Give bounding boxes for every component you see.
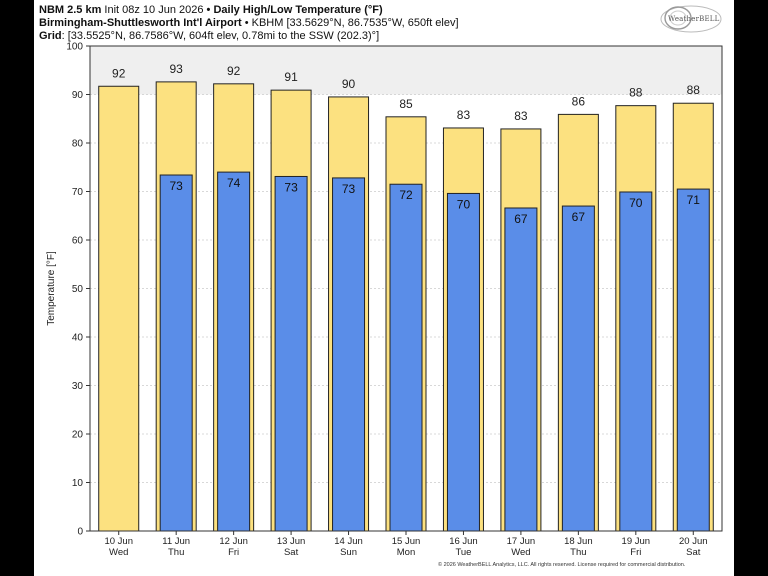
x-tick-day: Sun	[340, 547, 357, 558]
logo-text: WeatherBELL	[668, 15, 720, 23]
model-name: NBM 2.5 km	[39, 4, 102, 16]
y-tick-label: 0	[77, 527, 83, 538]
y-tick-label: 50	[72, 284, 84, 295]
low-temp-label: 67	[514, 212, 528, 226]
grid-info: : [33.5525°N, 86.7586°W, 604ft elev, 0.7…	[61, 30, 380, 42]
chart-title: Daily High/Low Temperature (°F)	[213, 4, 383, 16]
plot-border	[89, 45, 723, 532]
logo-swirl-icon	[660, 5, 722, 33]
y-tick-label: 90	[72, 90, 84, 101]
low-temp-label: 74	[227, 176, 241, 190]
low-temp-label: 67	[572, 210, 586, 224]
x-tick-day: Wed	[511, 547, 530, 558]
header-line-2: Birmingham-Shuttlesworth Int'l Airport •…	[39, 17, 459, 29]
high-temp-label: 92	[227, 64, 241, 78]
high-temp-label: 91	[284, 70, 298, 84]
x-tick-day: Thu	[168, 547, 184, 558]
low-temp-label: 72	[399, 188, 413, 202]
grid-label: Grid	[39, 30, 62, 42]
chart-frame: NBM 2.5 km Init 08z 10 Jun 2026 • Daily …	[34, 0, 734, 576]
x-tick-day: Tue	[455, 547, 471, 558]
weatherbell-logo: WeatherBELL	[658, 4, 724, 34]
high-temp-label: 86	[572, 94, 586, 108]
x-tick-date: 20 Jun	[679, 536, 708, 547]
x-tick-day: Wed	[109, 547, 128, 558]
x-tick-date: 19 Jun	[622, 536, 651, 547]
low-temp-bar	[619, 191, 653, 532]
x-tick-date: 18 Jun	[564, 536, 593, 547]
x-tick-date: 10 Jun	[104, 536, 133, 547]
y-tick-label: 80	[72, 139, 84, 150]
x-tick-date: 15 Jun	[392, 536, 421, 547]
high-temp-label: 90	[342, 77, 356, 91]
low-temp-bar	[217, 171, 251, 532]
init-time: Init 08z 10 Jun 2026	[101, 4, 204, 16]
x-tick-day: Sat	[284, 547, 299, 558]
low-temp-bar	[676, 188, 710, 532]
low-temp-bar	[159, 174, 193, 532]
y-tick-label: 30	[72, 381, 84, 392]
low-temp-label: 71	[687, 193, 701, 207]
y-axis-label: Temperature [°F]	[46, 251, 57, 326]
header-separator: •	[203, 4, 214, 16]
x-tick-day: Thu	[570, 547, 586, 558]
x-tick-day: Mon	[397, 547, 415, 558]
x-tick-day: Sat	[686, 547, 701, 558]
high-temp-label: 92	[112, 66, 126, 80]
x-tick-day: Fri	[630, 547, 641, 558]
low-temp-bar	[389, 183, 423, 532]
x-tick-date: 11 Jun	[162, 536, 190, 547]
high-temp-bar	[98, 85, 140, 532]
low-temp-bar	[274, 175, 308, 532]
high-temp-label: 88	[629, 86, 643, 100]
station-name: Birmingham-Shuttlesworth Int'l Airport	[39, 17, 242, 29]
low-temp-label: 70	[457, 197, 471, 211]
header-line-1: NBM 2.5 km Init 08z 10 Jun 2026 • Daily …	[39, 4, 383, 16]
x-tick-day: Fri	[228, 547, 239, 558]
y-tick-label: 70	[72, 187, 84, 198]
x-tick-date: 14 Jun	[334, 536, 363, 547]
low-temp-bar	[446, 192, 480, 532]
low-temp-label: 73	[342, 182, 356, 196]
high-temp-label: 83	[514, 109, 528, 123]
low-temp-bar	[561, 205, 595, 532]
y-tick-label: 20	[72, 430, 84, 441]
low-temp-label: 73	[170, 179, 184, 193]
x-tick-date: 13 Jun	[277, 536, 306, 547]
x-tick-date: 12 Jun	[219, 536, 248, 547]
low-temp-label: 73	[284, 180, 298, 194]
x-tick-date: 17 Jun	[507, 536, 536, 547]
y-tick-label: 40	[72, 333, 84, 344]
temperature-bar-chart: 0 10 20 30 40 50 60 70 80 90 100 Temperature [°F] 92…	[46, 42, 723, 558]
y-tick-label: 60	[72, 236, 84, 247]
y-tick-label: 100	[66, 42, 83, 53]
high-temp-label: 88	[687, 83, 701, 97]
high-temp-label: 93	[170, 62, 184, 76]
low-temp-bar	[504, 207, 538, 532]
y-tick-label: 10	[72, 478, 84, 489]
low-temp-label: 70	[629, 196, 643, 210]
low-temp-bar	[332, 177, 366, 532]
high-temp-label: 83	[457, 108, 471, 122]
station-info: • KBHM [33.5629°N, 86.7535°W, 650ft elev…	[241, 17, 459, 29]
x-tick-date: 16 Jun	[449, 536, 478, 547]
high-temp-label: 85	[399, 97, 413, 111]
copyright-footer: © 2026 WeatherBELL Analytics, LLC. All r…	[438, 562, 686, 568]
header-line-3: Grid: [33.5525°N, 86.7586°W, 604ft elev,…	[39, 30, 379, 42]
